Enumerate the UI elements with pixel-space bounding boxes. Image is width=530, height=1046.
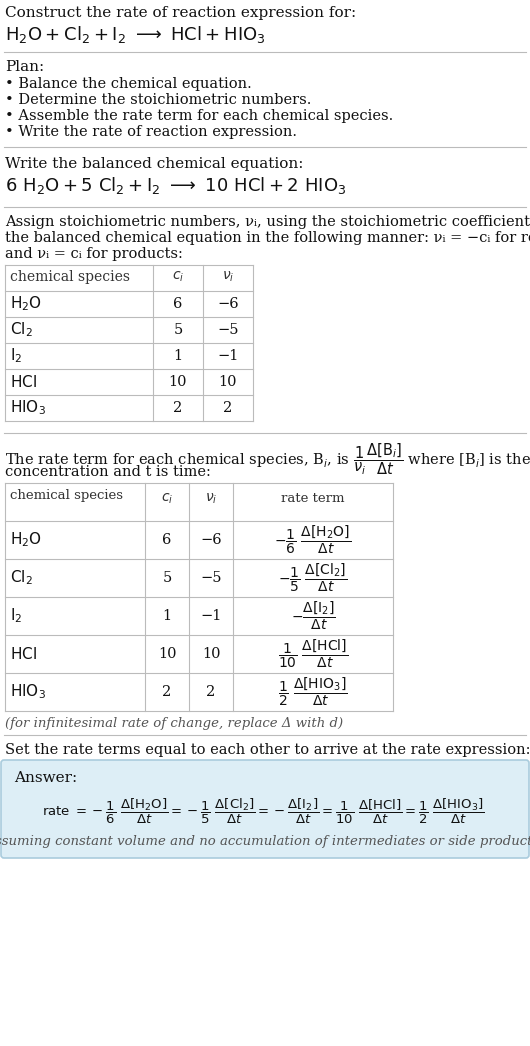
Text: chemical species: chemical species	[10, 488, 123, 502]
Text: $\mathrm{I_2}$: $\mathrm{I_2}$	[10, 346, 22, 365]
Text: Plan:: Plan:	[5, 60, 44, 74]
Text: Assign stoichiometric numbers, νᵢ, using the stoichiometric coefficients, cᵢ, fr: Assign stoichiometric numbers, νᵢ, using…	[5, 215, 530, 229]
Text: $\mathrm{HIO_3}$: $\mathrm{HIO_3}$	[10, 399, 46, 417]
Text: Answer:: Answer:	[14, 771, 77, 784]
Text: 10: 10	[169, 376, 187, 389]
Text: 10: 10	[158, 647, 176, 661]
Text: (assuming constant volume and no accumulation of intermediates or side products): (assuming constant volume and no accumul…	[0, 835, 530, 848]
Text: −5: −5	[217, 323, 238, 337]
Text: • Assemble the rate term for each chemical species.: • Assemble the rate term for each chemic…	[5, 109, 393, 123]
Text: $\mathrm{HCl}$: $\mathrm{HCl}$	[10, 646, 37, 662]
Text: −6: −6	[200, 533, 222, 547]
Text: $\dfrac{1}{2}\ \dfrac{\Delta[\mathrm{HIO_3}]}{\Delta t}$: $\dfrac{1}{2}\ \dfrac{\Delta[\mathrm{HIO…	[278, 676, 348, 708]
Text: 2: 2	[173, 401, 183, 415]
Text: $\mathrm{Cl_2}$: $\mathrm{Cl_2}$	[10, 321, 33, 339]
Text: and νᵢ = cᵢ for products:: and νᵢ = cᵢ for products:	[5, 247, 183, 262]
Text: −1: −1	[200, 609, 222, 623]
FancyBboxPatch shape	[1, 760, 529, 858]
Text: $\dfrac{1}{10}\ \dfrac{\Delta[\mathrm{HCl}]}{\Delta t}$: $\dfrac{1}{10}\ \dfrac{\Delta[\mathrm{HC…	[278, 638, 348, 670]
Text: 5: 5	[162, 571, 172, 585]
Text: $-\dfrac{1}{5}\ \dfrac{\Delta[\mathrm{Cl_2}]}{\Delta t}$: $-\dfrac{1}{5}\ \dfrac{\Delta[\mathrm{Cl…	[278, 562, 348, 594]
Text: concentration and t is time:: concentration and t is time:	[5, 465, 211, 479]
Text: 6: 6	[173, 297, 183, 311]
Text: 5: 5	[173, 323, 183, 337]
Text: $\mathrm{I_2}$: $\mathrm{I_2}$	[10, 607, 22, 626]
Text: $\mathrm{H_2O}$: $\mathrm{H_2O}$	[10, 295, 42, 314]
Text: 6: 6	[162, 533, 172, 547]
Text: the balanced chemical equation in the following manner: νᵢ = −cᵢ for reactants: the balanced chemical equation in the fo…	[5, 231, 530, 245]
Text: Set the rate terms equal to each other to arrive at the rate expression:: Set the rate terms equal to each other t…	[5, 743, 530, 757]
Text: $-\dfrac{\Delta[\mathrm{I_2}]}{\Delta t}$: $-\dfrac{\Delta[\mathrm{I_2}]}{\Delta t}…	[290, 599, 335, 632]
Text: $-\dfrac{1}{6}\ \dfrac{\Delta[\mathrm{H_2O}]}{\Delta t}$: $-\dfrac{1}{6}\ \dfrac{\Delta[\mathrm{H_…	[275, 524, 351, 556]
Text: chemical species: chemical species	[10, 270, 130, 285]
Text: • Balance the chemical equation.: • Balance the chemical equation.	[5, 77, 252, 91]
Text: Construct the rate of reaction expression for:: Construct the rate of reaction expressio…	[5, 6, 356, 20]
Text: • Write the rate of reaction expression.: • Write the rate of reaction expression.	[5, 126, 297, 139]
Text: $\mathrm{HCl}$: $\mathrm{HCl}$	[10, 374, 37, 390]
Text: $\nu_i$: $\nu_i$	[205, 492, 217, 506]
Text: 10: 10	[219, 376, 237, 389]
Text: (for infinitesimal rate of change, replace Δ with d): (for infinitesimal rate of change, repla…	[5, 717, 343, 730]
Text: −1: −1	[217, 349, 238, 363]
Text: The rate term for each chemical species, B$_i$, is $\dfrac{1}{\nu_i}\dfrac{\Delt: The rate term for each chemical species,…	[5, 441, 530, 477]
Text: 2: 2	[206, 685, 216, 699]
Text: −6: −6	[217, 297, 239, 311]
Text: $c_i$: $c_i$	[172, 270, 184, 285]
Text: rate term: rate term	[281, 493, 344, 505]
Text: $c_i$: $c_i$	[161, 492, 173, 506]
Text: • Determine the stoichiometric numbers.: • Determine the stoichiometric numbers.	[5, 93, 312, 107]
Text: 1: 1	[173, 349, 182, 363]
Text: $\nu_i$: $\nu_i$	[222, 270, 234, 285]
Text: $\mathrm{6\ H_2O + 5\ Cl_2 + I_2 \ \longrightarrow \ 10\ HCl + 2\ HIO_3}$: $\mathrm{6\ H_2O + 5\ Cl_2 + I_2 \ \long…	[5, 175, 346, 196]
Text: $\mathrm{HIO_3}$: $\mathrm{HIO_3}$	[10, 683, 46, 702]
Text: rate $= -\dfrac{1}{6}\ \dfrac{\Delta[\mathrm{H_2O}]}{\Delta t}= -\dfrac{1}{5}\ \: rate $= -\dfrac{1}{6}\ \dfrac{\Delta[\ma…	[42, 797, 484, 826]
Text: $\mathrm{H_2O + Cl_2 + I_2 \ \longrightarrow \ HCl + HIO_3}$: $\mathrm{H_2O + Cl_2 + I_2 \ \longrighta…	[5, 24, 266, 45]
Text: −5: −5	[200, 571, 222, 585]
Text: 1: 1	[162, 609, 172, 623]
Text: Write the balanced chemical equation:: Write the balanced chemical equation:	[5, 157, 304, 170]
Text: $\mathrm{Cl_2}$: $\mathrm{Cl_2}$	[10, 569, 33, 588]
Text: 2: 2	[162, 685, 172, 699]
Text: 2: 2	[223, 401, 233, 415]
Text: 10: 10	[202, 647, 220, 661]
Text: $\mathrm{H_2O}$: $\mathrm{H_2O}$	[10, 530, 42, 549]
